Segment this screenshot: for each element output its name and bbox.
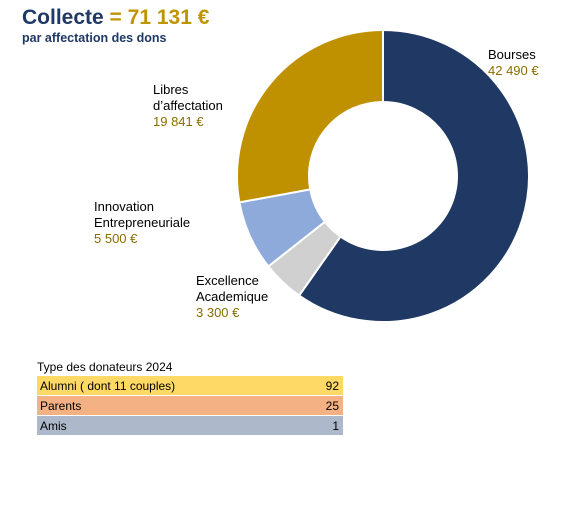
donor-table-title: Type des donateurs 2024	[37, 360, 173, 374]
slice-category-label: Innovation	[94, 199, 154, 214]
slice-label: Libres d’affectation 19 841 €	[153, 82, 223, 130]
donor-count: 25	[325, 398, 339, 413]
table-row: Amis 1	[37, 416, 343, 435]
donor-count: 1	[332, 418, 339, 433]
slice-value-label: 5 500 €	[94, 231, 138, 246]
slice-category-label: Libres	[153, 82, 189, 97]
slice-value-label: 19 841 €	[153, 114, 204, 129]
slice-category-label: Bourses	[488, 47, 536, 62]
table-row: Alumni ( dont 11 couples) 92	[37, 376, 343, 395]
title-word: Collecte	[22, 6, 104, 29]
donut-chart	[236, 28, 530, 323]
slice-value-label: 42 490 €	[488, 63, 539, 78]
slice-category-label: d’affectation	[153, 98, 223, 113]
donor-table: Alumni ( dont 11 couples) 92 Parents 25 …	[37, 376, 343, 436]
chart-title: Collecte = 71 131 €	[22, 6, 209, 30]
donor-type-label: Amis	[40, 418, 67, 433]
slice-label: Bourses 42 490 €	[488, 47, 539, 79]
slice-label: Innovation Entrepreneuriale 5 500 €	[94, 199, 190, 247]
slice-libres	[236, 28, 384, 204]
slice-category-label: Academique	[196, 289, 269, 304]
table-row: Parents 25	[37, 396, 343, 415]
slice-bourses	[297, 28, 530, 323]
slice-label: Excellence Academique 3 300 €	[196, 273, 268, 321]
donor-type-label: Alumni ( dont 11 couples)	[40, 378, 176, 393]
slice-value-label: 3 300 €	[196, 305, 240, 320]
slice-category-label: Entrepreneuriale	[94, 215, 191, 230]
donor-type-label: Parents	[40, 398, 82, 413]
chart-subtitle: par affectation des dons	[22, 31, 167, 45]
title-amount: = 71 131 €	[109, 6, 210, 29]
slice-category-label: Excellence	[196, 273, 259, 288]
donor-count: 92	[325, 378, 339, 393]
